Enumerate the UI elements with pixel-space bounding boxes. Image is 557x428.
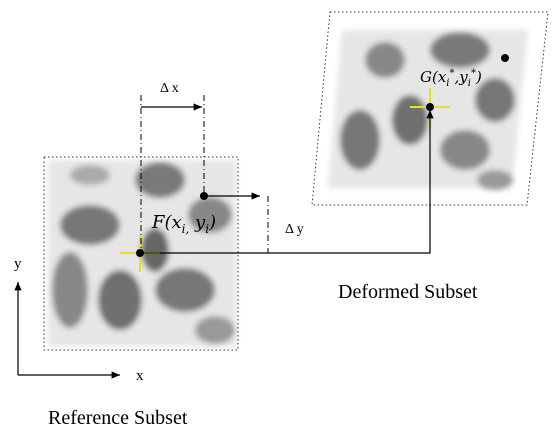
- delta-x-label: Δ x: [160, 81, 179, 96]
- g-subscript: i: [446, 78, 449, 89]
- axis-y-label: y: [14, 256, 22, 272]
- g-part: G(x: [420, 68, 447, 86]
- axis-x-label: x: [136, 368, 144, 384]
- g-part: ): [475, 68, 482, 86]
- deformed-caption: Deformed Subset: [338, 281, 478, 303]
- g-subscript: i: [468, 78, 471, 89]
- f-subscript: i,: [182, 222, 190, 236]
- diagram: Δ x Δ y F(xi, yi) G(xi*,yi*) y x Deforme…: [0, 0, 557, 428]
- f-part: ): [208, 212, 216, 233]
- f-part: F(x: [151, 212, 182, 233]
- g-part: ,y: [455, 68, 469, 86]
- f-part: y: [189, 212, 206, 233]
- delta-y-label: Δ y: [285, 222, 304, 237]
- reference-caption: Reference Subset: [48, 407, 188, 428]
